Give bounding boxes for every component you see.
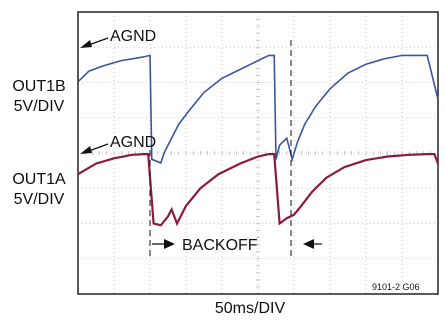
backoff-annotation: BACKOFF bbox=[149, 40, 322, 260]
backoff-arrow-left bbox=[164, 239, 175, 249]
out1a-channel-label: OUT1A bbox=[12, 171, 66, 188]
agnd-marker-bottom: AGND bbox=[80, 134, 156, 154]
out1b-channel-label: OUT1B bbox=[12, 78, 66, 95]
backoff-label: BACKOFF bbox=[182, 237, 258, 254]
agnd-label-top: AGND bbox=[110, 28, 156, 45]
agnd-marker-top: AGND bbox=[80, 28, 156, 48]
out1a-scale-label: 5V/DIV bbox=[13, 191, 65, 208]
grid bbox=[77, 11, 439, 295]
agnd-label-bottom: AGND bbox=[110, 134, 156, 151]
figure-id: 9101-2 G06 bbox=[372, 282, 420, 292]
backoff-arrow-right bbox=[303, 239, 314, 249]
trace-out1b bbox=[77, 54, 439, 164]
x-scale-label: 50ms/DIV bbox=[214, 300, 286, 317]
plot-frame bbox=[77, 11, 439, 295]
out1b-scale-label: 5V/DIV bbox=[13, 98, 65, 115]
trace-out1a bbox=[77, 153, 440, 227]
